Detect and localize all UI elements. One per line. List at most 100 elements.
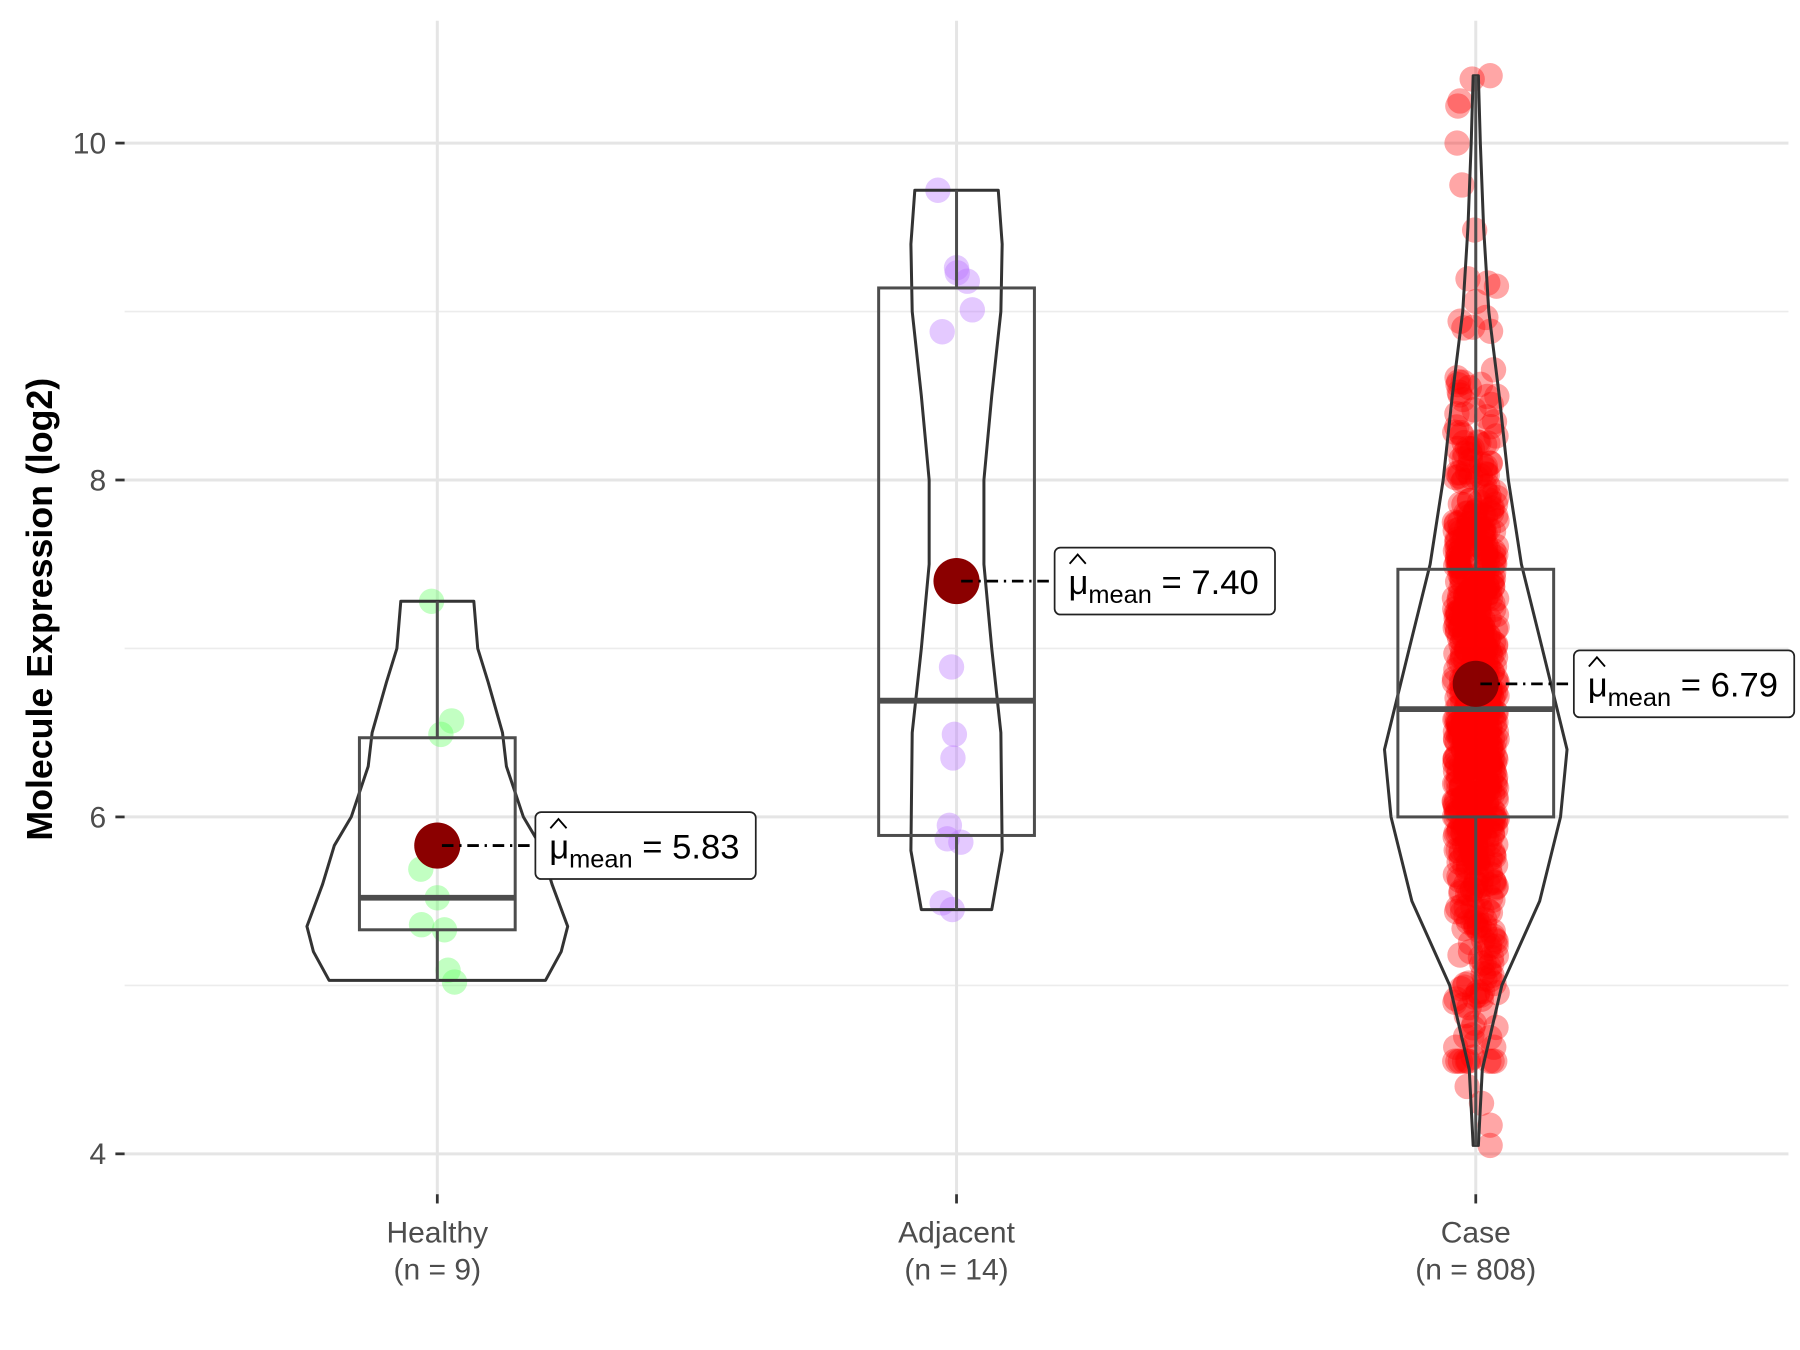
data-point [1477, 861, 1504, 887]
data-point [1472, 479, 1499, 505]
data-point [1458, 464, 1484, 490]
data-point [1466, 822, 1492, 848]
data-point [1461, 632, 1487, 658]
data-point [1464, 709, 1490, 736]
mean-value: 5.83 [672, 828, 739, 866]
data-point [1480, 590, 1506, 617]
y-tick-label: 4 [89, 1138, 106, 1171]
data-point [1446, 816, 1473, 842]
data-point [1451, 467, 1477, 493]
data-point [1482, 773, 1508, 799]
data-point [1448, 724, 1474, 751]
data-point [1443, 510, 1469, 537]
iqr-box [1396, 567, 1556, 819]
data-point [1442, 791, 1468, 818]
data-point [941, 721, 968, 748]
data-point [934, 826, 960, 852]
data-point [1444, 526, 1471, 552]
data-point [1482, 551, 1508, 577]
data-point [1467, 945, 1494, 971]
data-point [1467, 602, 1493, 629]
data-point [1480, 518, 1507, 545]
data-point [1481, 639, 1507, 665]
data-point [1483, 586, 1510, 612]
x-tick-n-label: (n = 14) [904, 1254, 1008, 1287]
data-point [1472, 622, 1498, 648]
data-point [1447, 597, 1474, 623]
data-point [1483, 942, 1510, 969]
data-point [1456, 720, 1482, 746]
data-point [1449, 899, 1476, 925]
data-point [1476, 624, 1502, 650]
violin [1383, 74, 1569, 1147]
data-point [1466, 489, 1493, 515]
x-tick-n-label: (n = 808) [1415, 1254, 1536, 1287]
data-point [1479, 726, 1506, 752]
data-point [1457, 614, 1483, 640]
data-point [428, 721, 454, 748]
data-point [1451, 787, 1478, 814]
data-point [1479, 573, 1506, 600]
data-point [1452, 727, 1478, 753]
data-point [1450, 530, 1476, 556]
data-point [1453, 731, 1480, 757]
data-point [1452, 440, 1478, 466]
data-point [1458, 741, 1485, 768]
data-point [1471, 577, 1498, 604]
data-point [1448, 538, 1474, 564]
data-point [1443, 511, 1469, 538]
data-point [1449, 818, 1475, 844]
data-point [1457, 719, 1483, 745]
data-point [1444, 753, 1470, 779]
data-point [1461, 791, 1487, 817]
data-point [1477, 450, 1503, 476]
data-point [1455, 733, 1481, 760]
data-point [1483, 783, 1509, 810]
data-point [1441, 509, 1468, 535]
data-point [1473, 531, 1499, 558]
data-point [1474, 567, 1500, 594]
data-point [1453, 516, 1480, 543]
data-point [1482, 644, 1509, 670]
data-point [1469, 744, 1496, 771]
data-point [1442, 596, 1468, 622]
data-point [1463, 611, 1490, 637]
data-point [1478, 733, 1504, 759]
data-point [1458, 754, 1485, 780]
data-point [1449, 628, 1476, 654]
data-point [1446, 539, 1472, 566]
data-point [1445, 93, 1471, 119]
data-point [1479, 950, 1505, 977]
data-point [1459, 525, 1485, 551]
data-point [1476, 580, 1503, 606]
data-point [1465, 979, 1491, 1005]
data-point [1450, 369, 1476, 395]
data-point [1448, 545, 1475, 571]
data-point [1482, 479, 1508, 505]
data-point [1445, 600, 1472, 626]
data-point [1464, 632, 1490, 658]
data-point [1463, 567, 1489, 593]
data-point [1446, 776, 1472, 802]
data-point [1460, 787, 1486, 813]
data-point [1469, 572, 1496, 598]
data-point [1480, 630, 1507, 656]
data-point [1467, 533, 1494, 560]
data-point [1484, 805, 1510, 832]
data-point [1453, 587, 1480, 613]
data-point [435, 957, 461, 983]
data-point [1468, 781, 1495, 808]
data-point [1446, 551, 1472, 578]
data-point [438, 708, 465, 734]
data-point [1446, 818, 1472, 844]
data-point [1473, 790, 1500, 816]
data-point [1464, 465, 1491, 491]
data-point [1449, 527, 1475, 553]
data-point [1448, 721, 1474, 747]
data-point [1477, 63, 1503, 89]
data-point [1466, 768, 1493, 794]
data-point [1484, 726, 1510, 752]
data-point [1451, 708, 1477, 734]
data-point [1471, 636, 1497, 663]
data-point [1472, 966, 1498, 992]
